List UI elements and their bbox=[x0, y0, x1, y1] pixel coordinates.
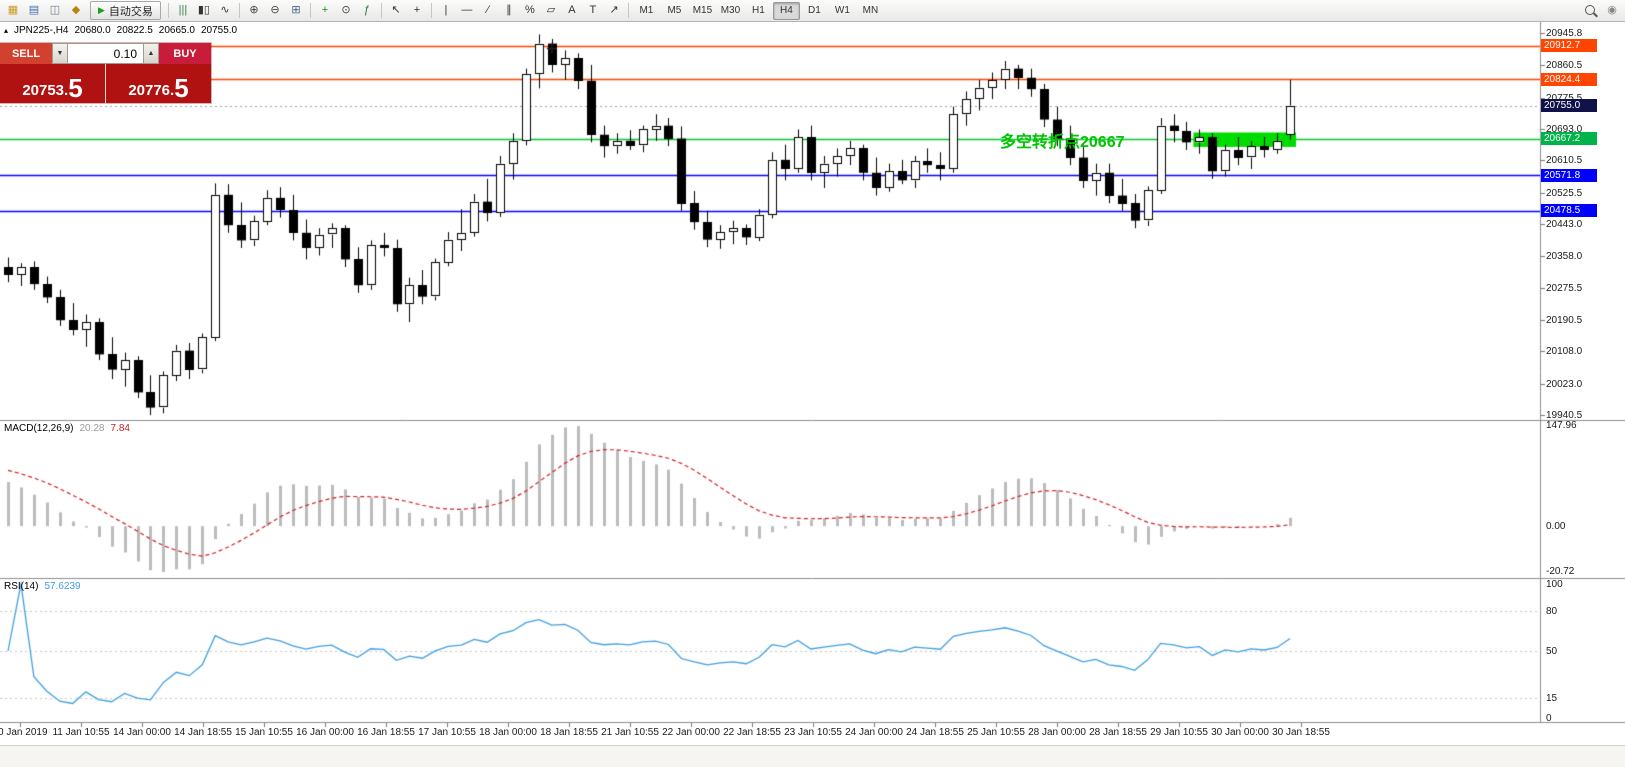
toolbar-separator bbox=[380, 3, 382, 18]
buy-price-display[interactable]: 20776. 5 bbox=[106, 64, 211, 103]
macd-title: MACD(12,26,9) bbox=[4, 423, 74, 434]
sell-button[interactable]: SELL bbox=[0, 43, 52, 64]
timeframe-button-m15[interactable]: M15 bbox=[689, 2, 716, 20]
timeframe-button-h1[interactable]: H1 bbox=[745, 2, 772, 20]
autotrading-button[interactable]: ▶ 自动交易 bbox=[90, 1, 161, 20]
main-toolbar: ▦ ▤ ◫ ◆ ▶ 自动交易 ||| ▮▯ ∿ ⊕ ⊖ ⊞ + ⊙ ƒ ↖ + | — ∕ ∥% ▱ A T ↗ M1 M5… bbox=[0, 0, 1625, 22]
trade-panel-prices: 20753. 5 20776. 5 bbox=[0, 64, 211, 103]
market-watch-icon[interactable]: ◫ bbox=[49, 4, 61, 16]
macd-value: 20.28 bbox=[79, 423, 105, 434]
new-order-icon[interactable]: + bbox=[321, 4, 329, 16]
toolbar-group-tools: ||| ▮▯ ∿ ⊕ ⊖ ⊞ + ⊙ ƒ ↖ + | — ∕ ∥% ▱ A T ↗ bbox=[165, 2, 632, 20]
toolbar-group-right: ◉ bbox=[1581, 2, 1622, 20]
bar-chart-icon[interactable]: ||| bbox=[178, 4, 188, 16]
autotrading-label: 自动交易 bbox=[108, 5, 153, 18]
timeframe-button-mn[interactable]: MN bbox=[857, 2, 884, 20]
buy-button[interactable]: BUY bbox=[159, 43, 211, 64]
horizontal-line-icon[interactable]: — bbox=[461, 4, 473, 16]
crosshair-icon[interactable]: + bbox=[413, 4, 421, 16]
toolbar-group-standard: ▦ ▤ ◫ ◆ bbox=[3, 2, 86, 20]
zoom-out-icon[interactable]: ⊖ bbox=[270, 4, 280, 16]
zoom-in-icon[interactable]: ⊕ bbox=[249, 4, 259, 16]
toolbar-separator bbox=[430, 3, 432, 18]
status-strip bbox=[0, 745, 1625, 767]
channel-icon[interactable]: ∥ bbox=[506, 4, 512, 16]
fibonacci-icon[interactable]: % bbox=[525, 4, 535, 16]
cursor-icon[interactable]: ↖ bbox=[391, 4, 401, 16]
indicators-icon[interactable]: ƒ bbox=[363, 4, 370, 16]
timeframe-button-h4[interactable]: H4 bbox=[772, 1, 800, 20]
timeframe-button-w1[interactable]: W1 bbox=[829, 2, 856, 20]
timeframe-button-d1[interactable]: D1 bbox=[801, 2, 828, 20]
line-chart-icon[interactable]: ∿ bbox=[220, 4, 230, 16]
timeframe-button-m5[interactable]: M5 bbox=[661, 2, 688, 20]
chart-canvas[interactable] bbox=[0, 22, 1625, 745]
text-icon[interactable]: A bbox=[568, 4, 576, 16]
price-scale[interactable] bbox=[1540, 22, 1625, 722]
buy-price: 20776. bbox=[128, 81, 175, 99]
new-chart-icon[interactable]: ▦ bbox=[7, 4, 19, 16]
ohlc-low: 20665.0 bbox=[158, 25, 195, 36]
time-axis[interactable] bbox=[0, 722, 1540, 745]
search-icon[interactable] bbox=[1581, 2, 1601, 20]
macd-indicator-label: MACD(12,26,9) 20.28 7.84 bbox=[4, 423, 130, 434]
trade-panel-header: SELL ▼ ▲ BUY bbox=[0, 43, 211, 64]
collapse-triangle-icon[interactable]: ▴ bbox=[4, 26, 9, 35]
timeframe-button-m1[interactable]: M1 bbox=[633, 2, 660, 20]
main-chart-panel[interactable] bbox=[0, 22, 1540, 420]
rsi-panel[interactable] bbox=[0, 578, 1540, 722]
chart-annotation-text: 多空转折点20667 bbox=[1000, 134, 1125, 151]
arrows-icon[interactable]: ↗ bbox=[609, 4, 619, 16]
ohlc-high: 20822.5 bbox=[116, 25, 153, 36]
rsi-value: 57.6239 bbox=[44, 581, 81, 592]
symbol-period: JPN225-,H4 bbox=[14, 25, 69, 36]
toolbar-group-timeframes: M1 M5 M15 M30 H1 H4 D1 W1 MN bbox=[633, 1, 884, 20]
macd-signal-value: 7.84 bbox=[110, 423, 130, 434]
ohlc-close: 20755.0 bbox=[200, 25, 238, 36]
rsi-title: RSI(14) bbox=[4, 581, 39, 592]
navigator-icon[interactable]: ◆ bbox=[71, 4, 81, 16]
macd-panel[interactable] bbox=[0, 420, 1540, 578]
vertical-line-icon[interactable]: | bbox=[444, 4, 448, 16]
shapes-icon[interactable]: ▱ bbox=[546, 4, 556, 16]
periodicity-icon[interactable]: ⊙ bbox=[341, 4, 351, 16]
profiles-icon[interactable]: ▤ bbox=[28, 4, 40, 16]
ohlc-open: 20680.0 bbox=[74, 25, 111, 36]
trendline-icon[interactable]: ∕ bbox=[487, 4, 489, 16]
chart-workspace: 20945.8 20860.5 20775.5 20693.0 20610.5 20525… bbox=[0, 22, 1625, 745]
toolbar-separator bbox=[627, 3, 629, 18]
toolbar-separator bbox=[167, 3, 169, 18]
caret-down-icon: ▼ bbox=[56, 50, 64, 57]
volume-decrease-button[interactable]: ▼ bbox=[52, 43, 68, 64]
sell-price-big-digit: 5 bbox=[68, 73, 83, 104]
caret-up-icon: ▲ bbox=[147, 50, 155, 57]
volume-input[interactable] bbox=[68, 43, 143, 64]
toolbar-separator bbox=[309, 3, 311, 18]
buy-price-big-digit: 5 bbox=[174, 73, 189, 104]
sell-price: 20753. bbox=[22, 81, 69, 99]
candlestick-chart-icon[interactable]: ▮▯ bbox=[197, 4, 210, 16]
toolbar-separator bbox=[238, 3, 240, 18]
play-icon: ▶ bbox=[98, 5, 105, 15]
one-click-trading-panel: SELL ▼ ▲ BUY 20753. 5 20776. 5 bbox=[0, 43, 211, 103]
community-icon[interactable]: ◉ bbox=[1607, 4, 1617, 16]
tile-windows-icon[interactable]: ⊞ bbox=[291, 4, 301, 16]
rsi-indicator-label: RSI(14) 57.6239 bbox=[4, 581, 81, 592]
sell-price-display[interactable]: 20753. 5 bbox=[0, 64, 106, 103]
timeframe-button-m30[interactable]: M30 bbox=[717, 2, 744, 20]
label-icon[interactable]: T bbox=[589, 4, 597, 16]
volume-increase-button[interactable]: ▲ bbox=[143, 43, 159, 64]
symbol-info-line: ▴ JPN225-,H4 20680.0 20822.5 20665.0 207… bbox=[4, 25, 237, 36]
